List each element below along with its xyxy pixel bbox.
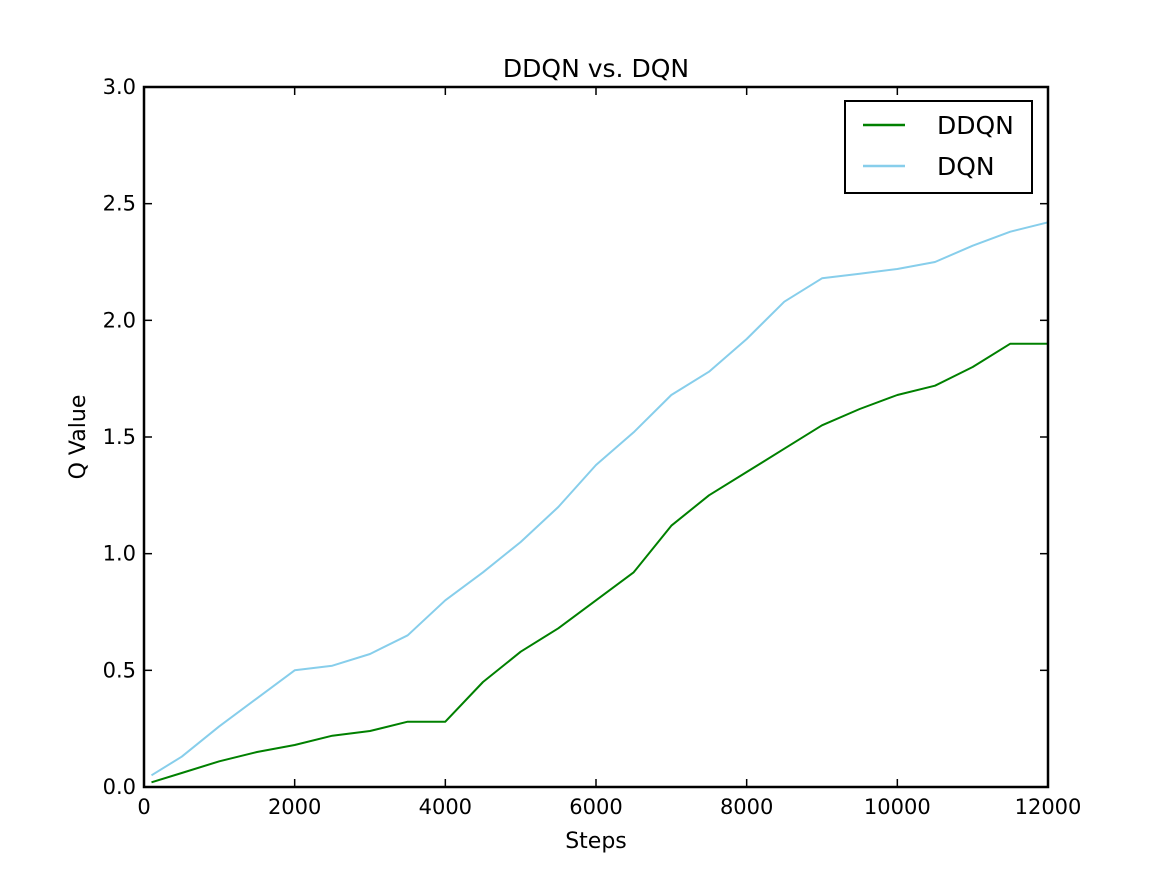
y-tick-label: 0.0 <box>103 775 136 799</box>
y-tick-label: 1.0 <box>103 542 136 566</box>
x-tick-label: 6000 <box>569 795 622 819</box>
x-tick-label: 12000 <box>1015 795 1082 819</box>
x-tick-label: 4000 <box>419 795 472 819</box>
y-tick-label: 2.0 <box>103 308 136 332</box>
x-tick-label: 8000 <box>720 795 773 819</box>
y-axis-label: Q Value <box>66 395 91 480</box>
legend: DDQN DQN <box>844 100 1033 194</box>
y-tick-label: 2.5 <box>103 192 136 216</box>
y-tick-label: 0.5 <box>103 658 136 682</box>
series-layer <box>150 221 1049 784</box>
series-line-dqn <box>150 221 1049 777</box>
x-tick-label: 0 <box>137 795 150 819</box>
legend-label-dqn: DQN <box>937 152 995 181</box>
chart-title: DDQN vs. DQN <box>503 54 689 83</box>
series-line-ddqn <box>151 342 1048 784</box>
y-tick-label: 3.0 <box>103 75 136 99</box>
x-tick-label: 2000 <box>268 795 321 819</box>
x-tick-label: 10000 <box>864 795 931 819</box>
legend-label-ddqn: DDQN <box>937 111 1014 140</box>
x-axis-label: Steps <box>565 829 627 854</box>
legend-box <box>844 100 1033 194</box>
ticks-layer: 0 2000 4000 6000 8000 10000 12000 0.0 0.5 1.0 1.5 2… <box>103 75 1082 819</box>
y-tick-label: 1.5 <box>103 425 136 449</box>
